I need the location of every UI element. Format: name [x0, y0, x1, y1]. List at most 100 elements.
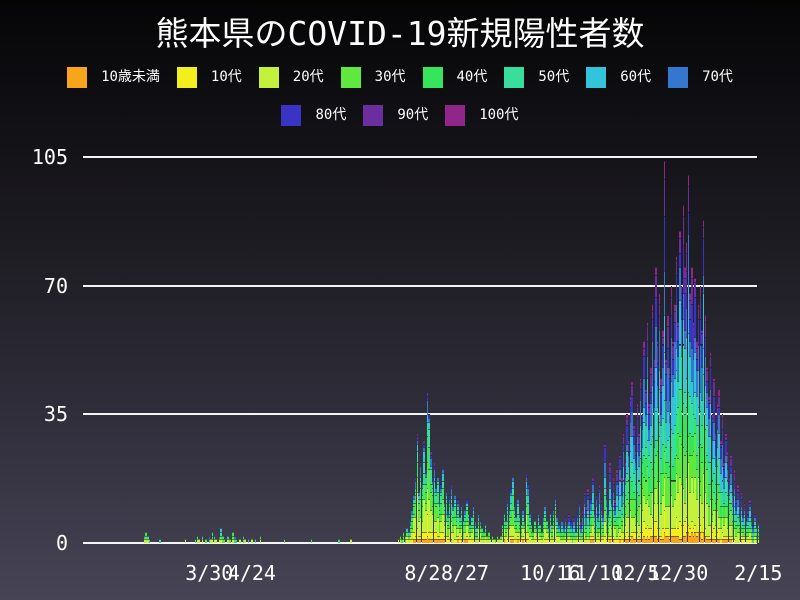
bar-segment — [587, 513, 589, 518]
bar-segment — [662, 337, 664, 345]
bar-segment — [592, 509, 594, 518]
bar-segment — [425, 469, 427, 474]
bar-segment — [718, 484, 720, 492]
bar-segment — [515, 520, 517, 525]
bar-segment — [658, 315, 661, 330]
bar-segment — [600, 535, 603, 540]
bar-segment — [757, 528, 760, 532]
bar-segment — [409, 524, 412, 529]
bar-segment — [215, 539, 217, 543]
bar-segment — [665, 473, 667, 507]
bar-segment — [617, 509, 620, 518]
bar-segment — [677, 458, 679, 492]
gridline-y70 — [83, 284, 757, 287]
bar-segment — [685, 476, 688, 518]
bar-segment — [757, 539, 760, 543]
bar-segment — [211, 539, 214, 543]
bar-segment — [503, 535, 505, 540]
bar-segment — [692, 535, 695, 543]
bar-segment — [607, 535, 609, 540]
bar-segment — [677, 535, 679, 543]
bar-segment — [692, 528, 695, 536]
bar-segment — [454, 495, 456, 499]
bar-segment — [627, 535, 630, 540]
bar-segment — [525, 487, 528, 496]
bar-segment — [518, 531, 521, 540]
bar-segment — [737, 531, 739, 543]
bar-segment — [737, 498, 739, 507]
bar-segment — [598, 528, 601, 532]
bar-segment — [522, 539, 524, 543]
bar-segment — [706, 454, 708, 470]
bar-segment — [689, 535, 691, 543]
bar-segment — [721, 480, 724, 492]
bar-segment — [471, 517, 473, 521]
legend-item-10: 100代 — [445, 105, 519, 126]
bar-segment — [651, 436, 654, 470]
bar-segment — [457, 535, 459, 540]
bar-segment — [665, 421, 667, 448]
bar-segment — [425, 502, 427, 510]
bar-segment — [689, 293, 691, 301]
bar-segment — [670, 381, 673, 430]
bar-segment — [651, 491, 654, 518]
bar-segment — [684, 535, 686, 543]
bar-segment — [708, 436, 710, 463]
bar-segment — [716, 498, 719, 510]
legend-row-1: 10歳未満 10代 20代 30代 40代 50代 60代 70代 — [0, 67, 800, 88]
bar-segment — [418, 502, 420, 510]
bar-segment — [730, 539, 732, 543]
bar-segment — [580, 539, 582, 543]
bar-segment — [433, 465, 436, 470]
bar-segment — [433, 476, 436, 481]
bar-segment — [612, 498, 615, 507]
bar-segment — [220, 531, 222, 536]
bar-segment — [435, 506, 437, 521]
bar-segment — [701, 531, 703, 540]
bar-segment — [624, 524, 627, 536]
bar-segment — [689, 318, 691, 341]
bar-segment — [687, 462, 690, 525]
bar-segment — [624, 539, 627, 543]
bar-segment — [665, 362, 667, 374]
bar-segment — [585, 531, 587, 536]
bar-segment — [604, 509, 606, 521]
bar-segment — [646, 355, 649, 378]
bar-segment — [474, 528, 477, 532]
bar-segment — [428, 418, 430, 422]
bar-segment — [445, 502, 448, 514]
bar-segment — [757, 524, 760, 529]
bar-segment — [438, 539, 441, 543]
bar-segment — [723, 487, 725, 503]
bar-segment — [634, 469, 637, 485]
bar-segment — [513, 506, 516, 510]
bar-segment — [450, 513, 453, 521]
bar-segment — [581, 524, 584, 529]
bar-segment — [438, 531, 441, 536]
xtick-label-12/30: 12/30 — [648, 561, 709, 585]
bar-segment — [675, 370, 678, 415]
bar-segment — [616, 495, 618, 507]
bar-segment — [539, 539, 541, 543]
bar-segment — [610, 502, 613, 507]
bar-segment — [551, 535, 553, 540]
bar-segment — [561, 528, 563, 532]
bar-segment — [612, 484, 615, 492]
bar-segment — [665, 373, 667, 400]
bar-segment — [696, 454, 698, 470]
bar-segment — [583, 491, 586, 496]
bar-segment — [554, 509, 557, 514]
bar-segment — [597, 509, 599, 514]
bar-segment — [713, 473, 715, 492]
bar-segment — [697, 370, 700, 407]
bar-segment — [532, 531, 534, 536]
bar-segment — [481, 531, 483, 536]
bar-segment — [552, 517, 555, 521]
bar-segment — [665, 506, 667, 529]
bar-segment — [472, 524, 475, 529]
bar-segment — [578, 524, 581, 529]
bar-segment — [552, 513, 555, 518]
bar-segment — [639, 381, 642, 389]
bar-segment — [636, 406, 638, 418]
bar-segment — [147, 539, 149, 543]
